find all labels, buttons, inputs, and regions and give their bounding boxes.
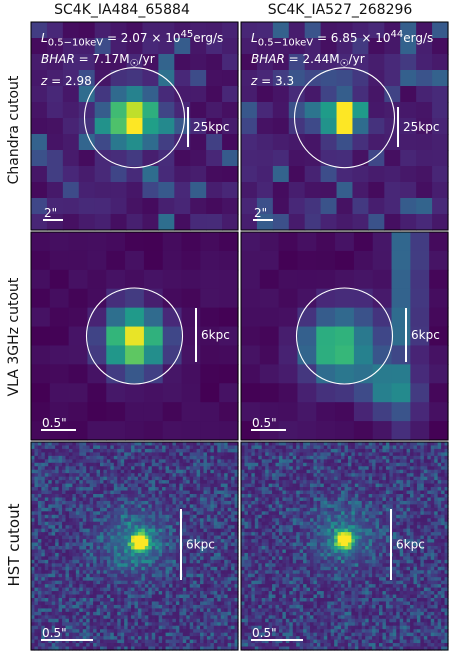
redshift-label: z = 3.3 [251,73,295,88]
angular-scale-label: 0.5" [42,626,67,640]
panel-vla-2: 6kpc 0.5" [240,231,449,441]
aperture-circle [85,287,184,385]
panel-border [30,21,239,231]
bhar-label: BHAR = 7.17M☉/yr [41,52,155,70]
physical-scale-label: 6kpc [201,328,230,342]
aperture-circle [83,67,186,169]
column-title-1: SC4K_IA484_65884 [54,2,190,18]
angular-scale-label: 2" [254,206,267,220]
physical-scale-label: 6kpc [411,328,440,342]
panel-hst-1: 6kpc 0.5" [30,441,239,651]
bhar-label: BHAR = 2.44M☉/yr [251,52,365,70]
aperture-circle [293,67,396,169]
angular-scale-label: 2" [44,206,57,220]
redshift-label: z = 2.98 [41,73,92,88]
panel-border [30,231,239,441]
panel-border [240,231,449,441]
physical-scale-label: 25kpc [193,120,229,134]
panel-border [30,441,239,651]
luminosity-label: L0.5−10keV = 2.07 × 1045erg/s [41,29,224,49]
column-title-2: SC4K_IA527_268296 [267,2,413,18]
luminosity-label: L0.5−10keV = 6.85 × 1044erg/s [251,29,434,49]
panel-vla-1: 6kpc 0.5" [30,231,239,441]
angular-scale-label: 0.5" [42,416,67,430]
panel-chandra-2: 25kpc 2" [240,21,449,231]
angular-scale-label: 0.5" [252,626,277,640]
physical-scale-label: 6kpc [396,538,425,552]
physical-scale-label: 25kpc [403,120,439,134]
panel-border [240,441,449,651]
annotation-block: L0.5−10keV = 2.07 × 1045erg/s BHAR = 7.17… [41,27,223,89]
panel-hst-2: 6kpc 0.5" [240,441,449,651]
panel-chandra-1: 25kpc 2" [30,21,239,231]
annotation-block: L0.5−10keV = 6.85 × 1044erg/s BHAR = 2.44… [251,27,433,89]
aperture-circle [295,287,394,385]
angular-scale-label: 0.5" [252,416,277,430]
panel-border [240,21,449,231]
physical-scale-label: 6kpc [186,538,215,552]
